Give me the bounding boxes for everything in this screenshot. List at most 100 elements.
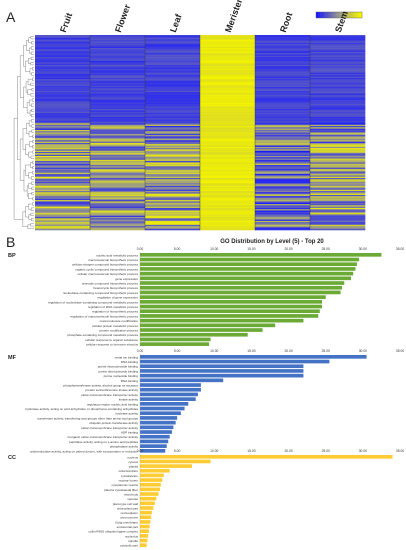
heatmap-cell (35, 46, 91, 49)
heatmap-cell (90, 37, 146, 40)
heatmap-cell (310, 94, 366, 97)
bar (140, 337, 211, 342)
heatmap-cell (255, 202, 311, 205)
heatmap-cell (145, 168, 201, 171)
heatmap-cell (90, 202, 146, 205)
bar (140, 332, 248, 337)
heatmap-cell (200, 144, 256, 146)
heatmap-cell (145, 223, 201, 226)
heatmap-cell (35, 107, 91, 110)
heatmap-cell (145, 179, 201, 181)
dendrogram-branch (23, 170, 28, 192)
heatmap-cell (255, 174, 311, 176)
heatmap-cell (255, 144, 311, 146)
heatmap-cell (255, 141, 311, 144)
heatmap-cell (145, 171, 201, 174)
heatmap-cell (90, 191, 146, 193)
heatmap-cell (90, 196, 146, 198)
heatmap-cell (310, 219, 366, 222)
bar (140, 543, 147, 547)
bar (140, 276, 351, 281)
heatmap-cell (145, 122, 201, 124)
heatmap-cell (90, 61, 146, 63)
dendrogram-branch (32, 202, 34, 206)
heatmap-cell (200, 98, 256, 101)
bar (140, 355, 367, 359)
heatmap-cell (90, 210, 146, 213)
heatmap-cell (90, 98, 146, 101)
heatmap-cell (200, 150, 256, 153)
heatmap-cell (255, 70, 311, 72)
heatmap-cell (200, 215, 256, 218)
heatmap-cell (255, 109, 311, 111)
heatmap-cell (310, 93, 366, 96)
heatmap-cell (200, 100, 256, 102)
color-key-swatch (334, 12, 337, 18)
heatmap-cell (255, 120, 311, 123)
heatmap-cell (90, 197, 146, 200)
heatmap-cell (255, 223, 311, 226)
heatmap-cell (90, 85, 146, 88)
heatmap-cell (35, 219, 91, 222)
heatmap-cell (310, 204, 366, 206)
heatmap-cell (35, 227, 91, 229)
color-key-swatch (343, 12, 347, 18)
heatmap-cell (35, 81, 91, 84)
heatmap-cell (145, 83, 201, 85)
heatmap-cell (35, 92, 91, 94)
heatmap-cell (35, 172, 91, 175)
heatmap-cell (145, 176, 201, 179)
heatmap-cell (90, 189, 146, 192)
category-label: cullin-RING ubiquitin ligase complex (88, 530, 138, 534)
heatmap-cell (200, 213, 256, 215)
heatmap-cell (200, 209, 256, 211)
heatmap-cell (310, 67, 366, 70)
heatmap-cell (145, 80, 201, 83)
heatmap-cell (90, 217, 146, 219)
heatmap-cell (200, 214, 256, 216)
heatmap-cell (90, 193, 146, 196)
heatmap-cell (145, 77, 201, 80)
heatmap-cell (90, 97, 146, 99)
category-label: kinase activity (119, 398, 139, 402)
category-label: cation transmembrane transporter activit… (81, 426, 138, 430)
heatmap-cell (35, 38, 91, 41)
heatmap-cell (310, 103, 366, 106)
heatmap-cell (310, 217, 366, 219)
category-label: regulatory region nucleic acid binding (87, 402, 138, 406)
heatmap-cell (310, 71, 366, 73)
heatmap-cell (200, 41, 256, 44)
heatmap-cell (310, 200, 366, 202)
heatmap-cell (310, 148, 366, 150)
heatmap-cell (310, 159, 366, 162)
heatmap-column (255, 35, 311, 231)
heatmap-cell (255, 215, 311, 218)
heatmap-cell (200, 204, 256, 206)
heatmap-cell (145, 115, 201, 118)
bar (140, 304, 322, 309)
heatmap-cell (35, 207, 91, 210)
heatmap-cell (200, 54, 256, 57)
heatmap-cell (200, 101, 256, 103)
heatmap-cell (145, 155, 201, 158)
heatmap-cell (145, 58, 201, 60)
heatmap-cell (145, 157, 201, 159)
heatmap-cell (310, 102, 366, 105)
heatmap-cell (35, 187, 91, 189)
heatmap-cell (145, 54, 201, 57)
heatmap-cell (90, 200, 146, 202)
heatmap-cell (35, 129, 91, 132)
heatmap-cell (35, 89, 91, 92)
heatmap-cell (310, 192, 366, 194)
heatmap-cell (145, 90, 201, 93)
heatmap-cell (35, 205, 91, 207)
category-label: protein serine/threonine kinase activity (85, 388, 138, 392)
heatmap-cell (255, 167, 311, 170)
heatmap-cell (310, 167, 366, 170)
bar (140, 473, 164, 478)
dendrogram-branch (30, 82, 34, 86)
heatmap-cell (310, 54, 366, 57)
heatmap-cell (310, 140, 366, 142)
heatmap-cell (310, 37, 366, 40)
heatmap-cell (145, 37, 201, 40)
